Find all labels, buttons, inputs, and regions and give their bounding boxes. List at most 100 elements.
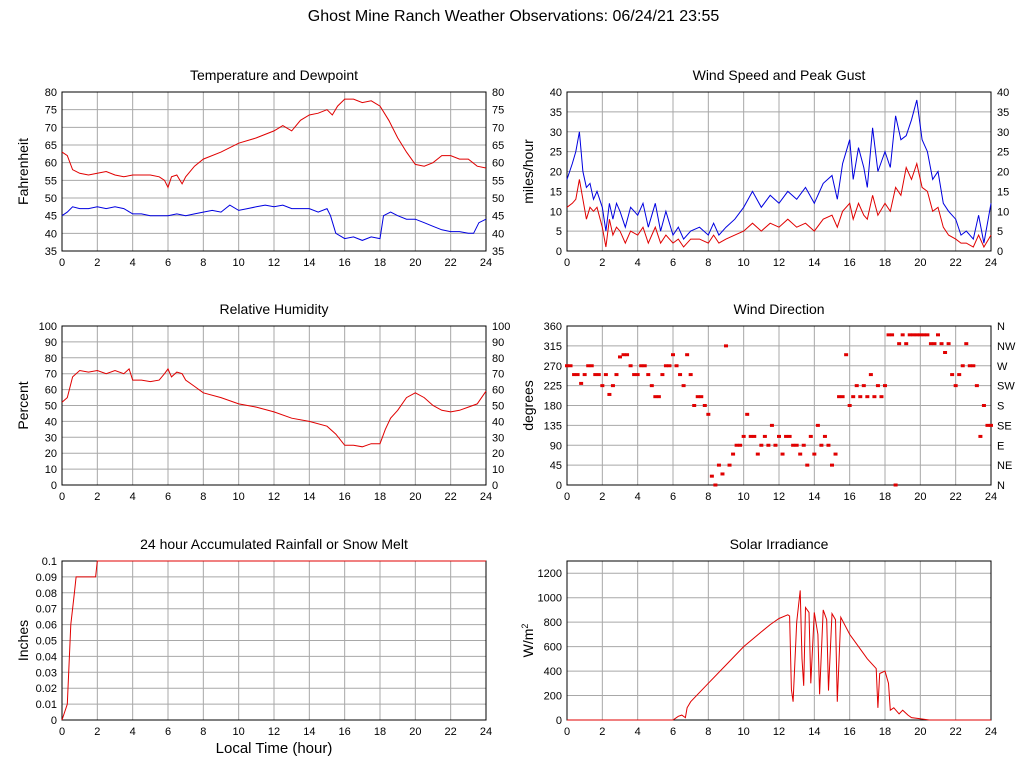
x-tick-label: 0 [564,491,570,503]
chart-title: Solar Irradiance [730,536,829,552]
data-point [656,395,661,399]
data-point [610,384,615,388]
y-tick-label: 10 [550,206,562,218]
data-point [678,373,683,377]
y-tick-label: 200 [544,691,562,703]
y-axis-label: Percent [15,381,31,429]
y-tick-label: 0 [51,480,57,492]
y-tick-label: 30 [45,432,57,444]
data-point [981,404,986,407]
data-point [755,452,760,456]
data-point [798,452,803,456]
data-point [674,364,679,368]
data-point [582,373,587,377]
data-point [974,384,979,388]
x-tick-label: 18 [879,491,891,503]
x-tick-label: 14 [303,491,315,503]
data-point [575,373,580,377]
data-point [769,423,774,427]
y-tick-label-right: 40 [492,228,504,240]
y-tick-label: 1200 [538,568,562,580]
data-point [621,353,626,357]
x-tick-label: 20 [914,257,926,269]
data-point [794,443,799,447]
x-tick-label: 16 [339,491,351,503]
data-point [939,342,944,346]
data-point [748,434,753,438]
y-tick-label-right: 35 [492,246,504,258]
x-tick-label: 2 [94,726,100,738]
data-point [946,342,951,346]
data-point [936,333,940,337]
y-tick-label-right: 60 [492,158,504,170]
y-tick-label-right: 20 [997,167,1009,179]
y-tick-label-right: 50 [492,193,504,205]
x-tick-label: 10 [233,257,245,269]
chart-title: 24 hour Accumulated Rainfall or Snow Mel… [140,536,408,552]
y-tick-label: 65 [45,140,57,152]
data-point [618,355,622,359]
x-tick-label: 10 [738,491,750,503]
x-tick-label: 12 [268,257,280,269]
data-point [741,434,746,438]
y-tick-label-right: NE [997,460,1012,472]
y-tick-label: 45 [45,211,57,223]
data-point [985,423,990,427]
y-axis-label: Inches [15,620,31,661]
y-axis-label: Fahrenheit [15,138,31,205]
y-tick-label: 50 [45,193,57,205]
y-tick-label-right: 60 [492,385,504,397]
x-tick-label: 8 [200,491,206,503]
data-point [745,412,750,416]
data-point [819,443,824,447]
data-point [928,342,933,346]
data-point [614,373,619,377]
data-point [625,353,630,357]
y-tick-label-right: 0 [997,246,1003,258]
y-tick-label: 40 [550,87,562,99]
y-tick-label-right: 45 [492,211,504,223]
x-tick-label: 6 [670,726,676,738]
data-point [759,443,764,447]
y-tick-label-right: 50 [492,401,504,413]
x-tick-label: 10 [233,726,245,738]
y-axis-label-superscript: 2 [520,624,530,629]
x-tick-label: 20 [914,491,926,503]
x-tick-label: 24 [480,257,492,269]
plot-frame [61,325,487,486]
data-point [989,423,993,427]
data-point [660,373,665,377]
data-point [812,452,817,456]
x-tick-label: 20 [409,257,421,269]
data-point [967,364,972,368]
data-point [837,395,842,399]
y-tick-label: 10 [45,464,57,476]
data-point [784,434,789,438]
y-tick-label: 135 [544,420,562,432]
x-tick-label: 16 [844,257,856,269]
x-tick-label: 10 [738,726,750,738]
x-tick-label: 0 [59,726,65,738]
data-point [897,342,902,346]
data-point [900,333,905,337]
data-point [872,395,877,399]
data-point [918,333,923,337]
y-tick-label: 0 [556,715,562,727]
x-tick-label: 22 [445,491,457,503]
data-point [978,434,983,438]
y-tick-label: 5 [556,226,562,238]
x-tick-label: 12 [773,726,785,738]
data-point [709,474,714,478]
x-tick-label: 16 [844,726,856,738]
y-tick-label-right: SE [997,420,1012,432]
data-point [858,395,863,399]
y-tick-label-right: SW [997,381,1015,393]
data-point [642,364,647,368]
y-tick-label-right: 55 [492,175,504,187]
y-tick-label-right: 70 [492,122,504,134]
x-tick-label: 20 [409,726,421,738]
data-point [589,364,594,368]
data-point [971,364,976,368]
